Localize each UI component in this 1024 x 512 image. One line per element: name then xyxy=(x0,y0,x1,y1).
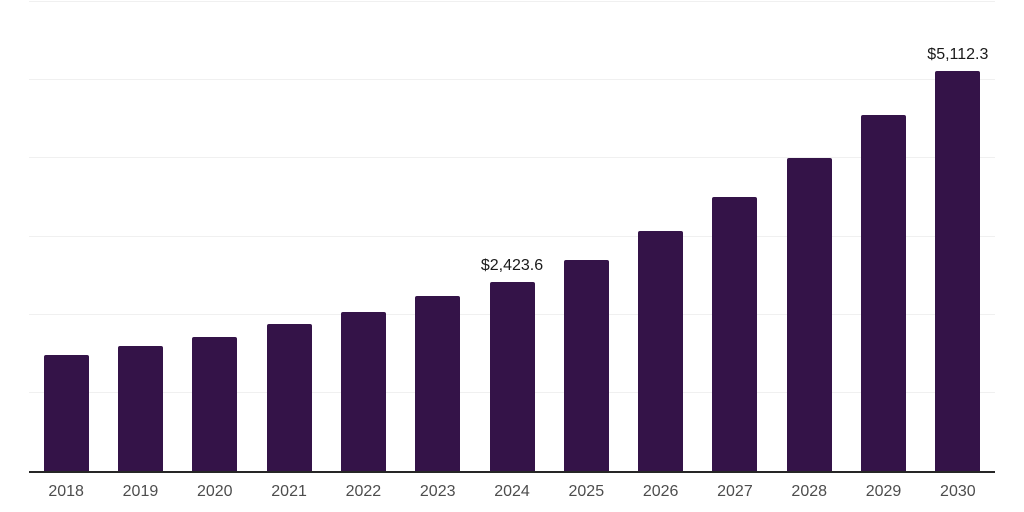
x-tick-label-2019: 2019 xyxy=(122,483,159,500)
bar-2021 xyxy=(266,324,312,471)
x-axis-line xyxy=(29,471,995,473)
x-tick-label-2027: 2027 xyxy=(717,483,753,500)
bar-2020 xyxy=(192,336,238,471)
bar-2019 xyxy=(117,345,163,471)
x-tick-label-2022: 2022 xyxy=(345,483,382,500)
gridline xyxy=(29,79,995,81)
x-tick-label-2029: 2029 xyxy=(865,483,902,500)
bar-2027 xyxy=(712,197,758,471)
bar-2026 xyxy=(638,231,684,471)
gridline xyxy=(29,157,995,159)
bar-2028 xyxy=(786,158,832,471)
x-tick-label-2025: 2025 xyxy=(568,483,605,500)
gridline xyxy=(29,1,995,2)
x-tick-label-2021: 2021 xyxy=(271,483,307,500)
bar-2024 xyxy=(489,281,535,471)
plot-area: $2,423.6 $5,112.3 xyxy=(29,1,995,471)
data-label-2030: $5,112.3 xyxy=(927,46,989,64)
bar-2023 xyxy=(415,295,461,471)
x-tick-label-2030: 2030 xyxy=(940,483,976,500)
x-tick-label-2023: 2023 xyxy=(419,483,456,500)
bar-2029 xyxy=(861,115,907,471)
bar-2025 xyxy=(563,259,609,471)
bar-2022 xyxy=(340,311,386,471)
data-label-2024: $2,423.6 xyxy=(480,256,544,274)
x-tick-label-2020: 2020 xyxy=(196,483,233,500)
x-tick-label-2026: 2026 xyxy=(642,483,679,500)
bar-2030 xyxy=(935,71,981,471)
gridline xyxy=(29,235,995,237)
x-tick-label-2018: 2018 xyxy=(48,483,84,500)
x-tick-label-2024: 2024 xyxy=(494,483,530,500)
x-tick-label-2028: 2028 xyxy=(791,483,828,500)
bar-2018 xyxy=(43,355,89,471)
